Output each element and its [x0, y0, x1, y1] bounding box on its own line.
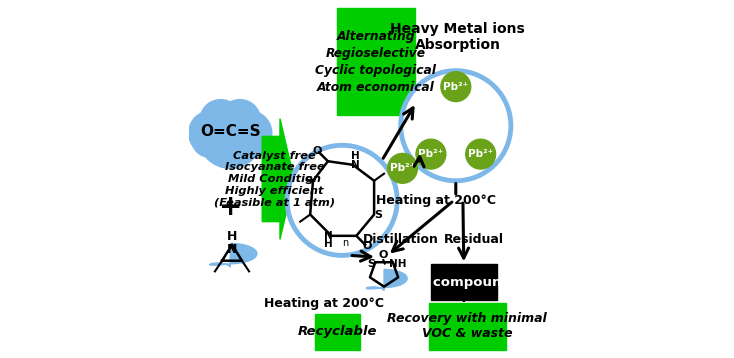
Text: Heating at 200°C: Heating at 200°C: [377, 194, 496, 207]
Circle shape: [200, 100, 241, 141]
Circle shape: [227, 111, 272, 156]
Text: O: O: [313, 146, 322, 156]
Polygon shape: [262, 118, 294, 240]
Text: Pb²⁺: Pb²⁺: [468, 149, 493, 159]
Text: Catalyst free
Isocyanate free
Mild Condition
Highly efficient
(Feasible at 1 atm: Catalyst free Isocyanate free Mild Condi…: [214, 151, 335, 207]
Text: Recovery with minimal
VOC & waste: Recovery with minimal VOC & waste: [388, 313, 548, 340]
Text: S: S: [305, 176, 313, 186]
Circle shape: [211, 124, 250, 162]
Circle shape: [401, 71, 511, 181]
Text: O: O: [363, 242, 371, 251]
FancyBboxPatch shape: [431, 264, 497, 300]
Circle shape: [198, 105, 262, 168]
Circle shape: [189, 111, 233, 156]
Text: H
N: H N: [352, 151, 360, 170]
Text: Pb compounds: Pb compounds: [409, 276, 519, 289]
Text: Distillation: Distillation: [363, 233, 439, 246]
Text: Recyclable: Recyclable: [298, 325, 377, 338]
Text: S: S: [374, 209, 382, 219]
Circle shape: [233, 122, 269, 157]
Circle shape: [287, 145, 397, 255]
Circle shape: [441, 72, 470, 102]
Circle shape: [466, 139, 495, 169]
FancyBboxPatch shape: [337, 9, 415, 115]
Circle shape: [388, 154, 418, 183]
Text: Pb²⁺: Pb²⁺: [443, 82, 468, 92]
Circle shape: [219, 100, 261, 141]
Polygon shape: [366, 270, 407, 291]
Text: +: +: [219, 193, 242, 221]
Text: N
H: N H: [324, 231, 333, 249]
Text: Residual: Residual: [443, 233, 504, 246]
Polygon shape: [210, 243, 257, 267]
Text: Heating at 200°C: Heating at 200°C: [264, 297, 385, 310]
Text: H
N: H N: [227, 230, 237, 256]
Text: n: n: [343, 238, 349, 248]
Text: NH: NH: [389, 259, 407, 269]
Text: O: O: [379, 250, 388, 260]
Circle shape: [416, 139, 446, 169]
Text: Pb²⁺: Pb²⁺: [390, 163, 415, 173]
Text: S: S: [368, 259, 376, 269]
Text: Alternating
Regioselective
Cyclic topological
Atom economical: Alternating Regioselective Cyclic topolo…: [316, 30, 437, 94]
Text: Heavy Metal ions
Absorption: Heavy Metal ions Absorption: [390, 22, 525, 52]
FancyBboxPatch shape: [429, 303, 506, 349]
Text: O=C=S: O=C=S: [200, 124, 261, 139]
FancyBboxPatch shape: [316, 314, 360, 349]
Text: Pb²⁺: Pb²⁺: [418, 149, 443, 159]
Circle shape: [192, 122, 227, 157]
